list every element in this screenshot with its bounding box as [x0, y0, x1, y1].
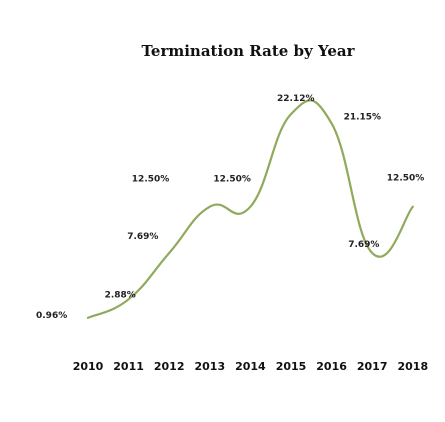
data-point-2015: [289, 112, 293, 116]
data-label-2010: 0.96%: [36, 311, 67, 321]
data-label-2017: 7.69%: [348, 240, 379, 250]
x-tick-label-2018: 2018: [397, 360, 428, 373]
data-labels: 0.96% 2.88% 7.69% 12.50% 12.50% 22.12% 21.15% 7…: [36, 94, 424, 321]
x-tick-label-2016: 2016: [316, 360, 347, 373]
data-label-2015: 22.12%: [277, 94, 315, 104]
plot-area: [86, 99, 415, 320]
x-tick-label-2011: 2011: [113, 360, 144, 373]
x-axis: 2010 2011 2012 2013 2014 2015 2016 2017 2018: [73, 360, 428, 373]
data-point-2010: [86, 316, 90, 320]
data-point-2012: [167, 251, 171, 255]
data-label-2014: 12.50%: [213, 175, 251, 185]
x-tick-label-2017: 2017: [357, 360, 388, 373]
data-point-2013: [208, 205, 212, 209]
x-tick-label-2013: 2013: [194, 360, 225, 373]
x-tick-label-2015: 2015: [276, 360, 307, 373]
data-point-2017: [370, 251, 374, 255]
data-label-2011: 2.88%: [105, 290, 136, 300]
data-point-2016: [330, 121, 334, 125]
x-tick-label-2012: 2012: [154, 360, 185, 373]
chart-title: Termination Rate by Year: [141, 42, 355, 60]
data-label-2012: 7.69%: [127, 232, 158, 242]
data-label-2013: 12.50%: [132, 175, 170, 185]
x-tick-label-2014: 2014: [235, 360, 266, 373]
data-point-2014: [248, 205, 252, 209]
data-label-2016: 21.15%: [344, 112, 382, 122]
data-label-2018: 12.50%: [387, 174, 425, 184]
data-point-2018: [411, 205, 415, 209]
x-tick-label-2010: 2010: [73, 360, 104, 373]
series-line: [86, 99, 414, 319]
